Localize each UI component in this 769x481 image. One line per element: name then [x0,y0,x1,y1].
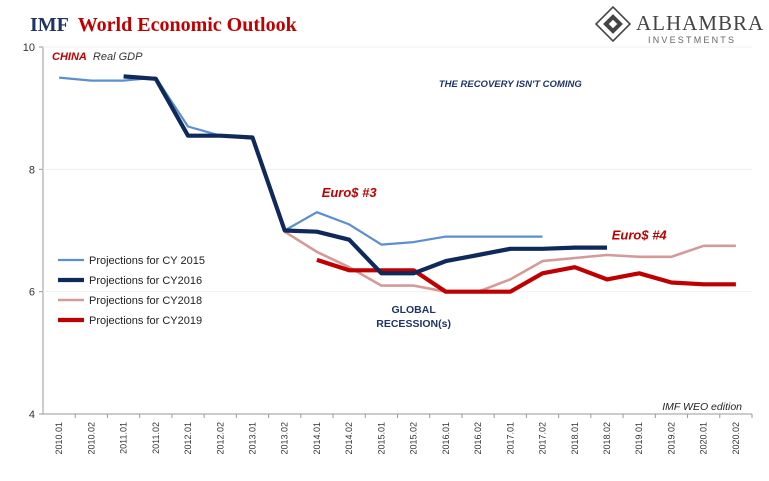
y-tick-label: 8 [29,164,35,176]
legend: Projections for CY 2015 Projections for C… [58,255,205,327]
legend-label: Projections for CY2018 [89,295,202,307]
legend-label: Projections for CY2019 [89,315,202,327]
logo-name: ALHAMBRA [636,11,764,35]
series-line-0 [58,76,543,246]
title-main: World Economic Outlook [78,14,298,36]
annotation-recession: RECESSION(s) [376,318,451,330]
y-tick-label: 4 [29,409,35,421]
series-line-3 [316,257,736,294]
x-tick-label: 2010.01 [54,422,64,455]
annotations: THE RECOVERY ISN'T COMING Euro$ #3 Euro$ #… [322,79,668,330]
series-layer [58,74,736,294]
annotation-recovery: THE RECOVERY ISN'T COMING [439,79,582,90]
annotation-eurodollar-3: Euro$ #3 [322,185,378,200]
x-ticks: 2010.01 2010.02 2011.01 2011.02 2012.01 2012.… [54,414,753,455]
x-tick-label: 2014.01 [312,422,322,455]
legend-label: Projections for CY 2015 [89,255,205,267]
x-tick-label: 2012.01 [183,422,193,455]
chart-subtitle: CHINA Real GDP [52,51,143,63]
x-tick-label: 2013.01 [247,422,257,455]
x-tick-label: 2019.02 [666,422,676,455]
x-tick-label: 2011.01 [119,422,129,454]
title-prefix: IMF [30,14,69,36]
y-tick-label: 6 [29,287,35,299]
x-tick-label: 2018.01 [570,422,580,455]
x-tick-label: 2017.02 [538,422,548,455]
alhambra-logo: ALHAMBRA INVESTMENTS [594,5,764,45]
x-tick-label: 2015.01 [376,422,386,455]
subtitle-country: CHINA [52,51,87,63]
x-tick-label: 2016.02 [473,422,483,455]
x-tick-label: 2016.01 [441,422,451,455]
x-tick-label: 2015.02 [409,422,419,455]
y-tick-label: 10 [23,42,35,54]
x-tick-label: 2010.02 [86,422,96,455]
x-tick-label: 2013.02 [280,422,290,455]
x-tick-label: 2017.01 [505,422,515,455]
subtitle-metric: Real GDP [93,51,143,63]
x-axis-title: IMF WEO edition [662,401,742,413]
legend-label: Projections for CY2016 [89,275,202,287]
x-tick-label: 2018.02 [602,422,612,455]
annotation-global: GLOBAL [391,304,436,316]
y-ticks: 4 6 8 10 [23,42,752,421]
series-line-2 [251,137,736,293]
x-tick-label: 2020.01 [699,422,709,455]
series-line-1 [123,74,607,276]
logo-diamond-icon [594,5,632,43]
annotation-eurodollar-4: Euro$ #4 [612,228,668,243]
chart-title: IMF World Economic Outlook [30,14,298,36]
x-tick-label: 2019.01 [634,422,644,455]
x-tick-label: 2012.02 [215,422,225,455]
x-tick-label: 2014.02 [344,422,354,455]
x-tick-label: 2011.02 [151,422,161,454]
x-tick-label: 2020.02 [731,422,741,455]
logo-sub: INVESTMENTS [648,35,736,45]
